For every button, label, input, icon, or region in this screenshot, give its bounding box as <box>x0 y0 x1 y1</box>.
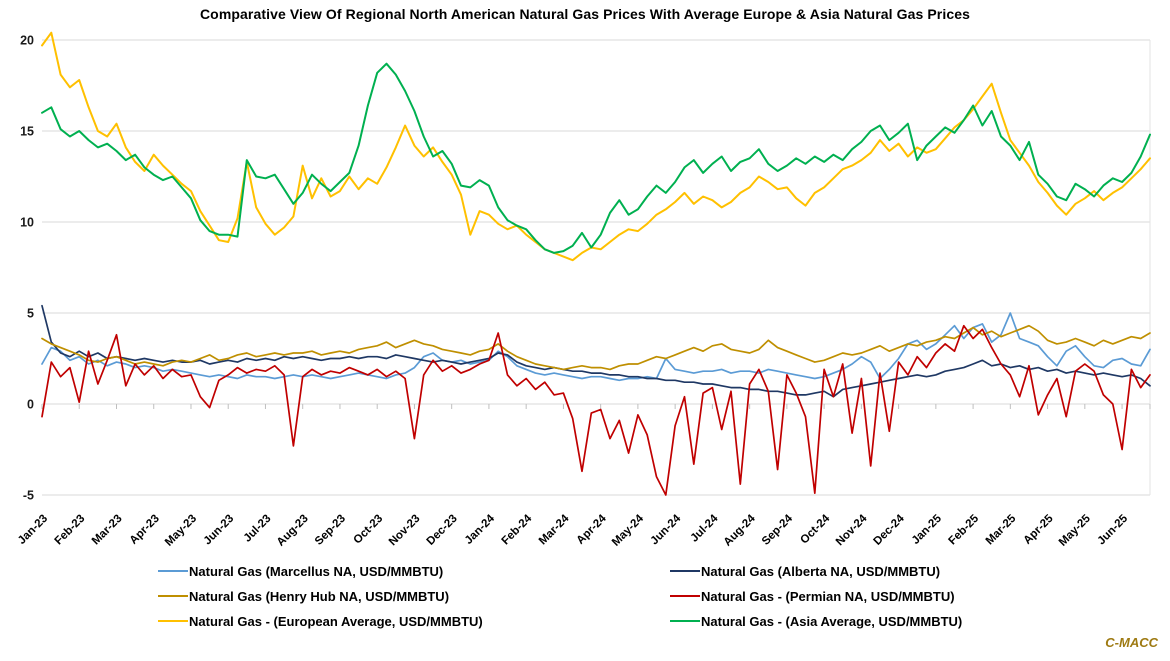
x-axis-label: Apr-23 <box>128 513 162 547</box>
y-axis-label: -5 <box>23 489 34 503</box>
legend-item: Natural Gas - (Asia Average, USD/MMBTU) <box>670 610 1078 632</box>
legend-item: Natural Gas - (European Average, USD/MMB… <box>158 610 670 632</box>
series-line-4 <box>41 31 1151 262</box>
legend-swatch <box>158 620 188 622</box>
x-axis-label: Jun-23 <box>202 513 237 548</box>
x-axis-label: Mar-23 <box>90 513 125 548</box>
legend-item: Natural Gas - (Permian NA, USD/MMBTU) <box>670 585 1078 607</box>
x-axis-label: Mar-25 <box>984 512 1019 547</box>
legend-item: Natural Gas (Alberta NA, USD/MMBTU) <box>670 560 1078 582</box>
y-axis-label: 15 <box>20 125 34 139</box>
x-axis-label: Sep-23 <box>313 513 348 548</box>
x-axis-label: Oct-24 <box>798 512 832 546</box>
legend-label: Natural Gas - (European Average, USD/MMB… <box>189 613 483 629</box>
legend-swatch <box>670 620 700 622</box>
series-line-1 <box>41 304 1151 398</box>
x-axis-label: Aug-23 <box>275 513 311 549</box>
x-axis-label: Feb-23 <box>53 513 88 548</box>
series-line-0 <box>41 312 1151 382</box>
x-axis-label: Nov-24 <box>834 512 870 548</box>
x-axis-label: Jun-24 <box>649 512 684 547</box>
legend-swatch <box>158 570 188 572</box>
series-line-2 <box>41 324 1151 371</box>
x-axis-label: Jul-23 <box>242 513 274 545</box>
series-line-3 <box>41 324 1151 496</box>
x-axis-label: Apr-25 <box>1021 512 1056 547</box>
x-axis-label: Jan-24 <box>463 512 498 547</box>
legend-label: Natural Gas (Henry Hub NA, USD/MMBTU) <box>189 588 450 604</box>
x-axis-label: Aug-24 <box>722 512 758 548</box>
x-axis-label: May-23 <box>163 513 199 549</box>
x-axis-label: Sep-24 <box>760 512 796 548</box>
chart-legend: Natural Gas (Marcellus NA, USD/MMBTU) Nat… <box>158 560 1078 632</box>
legend-label: Natural Gas (Alberta NA, USD/MMBTU) <box>701 563 941 579</box>
legend-label: Natural Gas - (Asia Average, USD/MMBTU) <box>701 613 963 629</box>
x-axis-label: Dec-23 <box>425 513 460 548</box>
legend-label: Natural Gas (Marcellus NA, USD/MMBTU) <box>189 563 444 579</box>
y-axis-label: 0 <box>27 398 34 412</box>
y-axis-label: 5 <box>27 307 34 321</box>
series-line-5 <box>41 62 1151 254</box>
legend-item: Natural Gas (Marcellus NA, USD/MMBTU) <box>158 560 670 582</box>
x-axis-label: Feb-25 <box>947 512 982 547</box>
x-axis-label: Jul-24 <box>689 512 721 544</box>
y-axis-label: 10 <box>20 216 34 230</box>
x-axis-label: May-24 <box>610 512 646 548</box>
x-axis-label: Jan-23 <box>16 513 50 547</box>
legend-swatch <box>670 570 700 572</box>
chart-title: Comparative View Of Regional North Ameri… <box>199 6 971 22</box>
x-axis-label: Jan-25 <box>910 512 945 547</box>
x-axis-label: Feb-24 <box>500 512 535 547</box>
legend-item: Natural Gas (Henry Hub NA, USD/MMBTU) <box>158 585 670 607</box>
legend-swatch <box>670 595 700 597</box>
x-axis-label: Dec-24 <box>872 512 908 548</box>
x-axis-label: Jun-25 <box>1095 512 1130 547</box>
x-axis-label: May-25 <box>1057 512 1093 548</box>
legend-label: Natural Gas - (Permian NA, USD/MMBTU) <box>701 588 955 604</box>
x-axis-label: Oct-23 <box>352 513 386 547</box>
x-axis-label: Nov-23 <box>387 513 423 549</box>
x-axis-label: Apr-24 <box>575 512 610 547</box>
x-axis-label: Mar-24 <box>537 512 572 547</box>
watermark: C-MACC <box>1105 635 1158 650</box>
legend-swatch <box>158 595 188 597</box>
y-axis-label: 20 <box>20 34 34 48</box>
